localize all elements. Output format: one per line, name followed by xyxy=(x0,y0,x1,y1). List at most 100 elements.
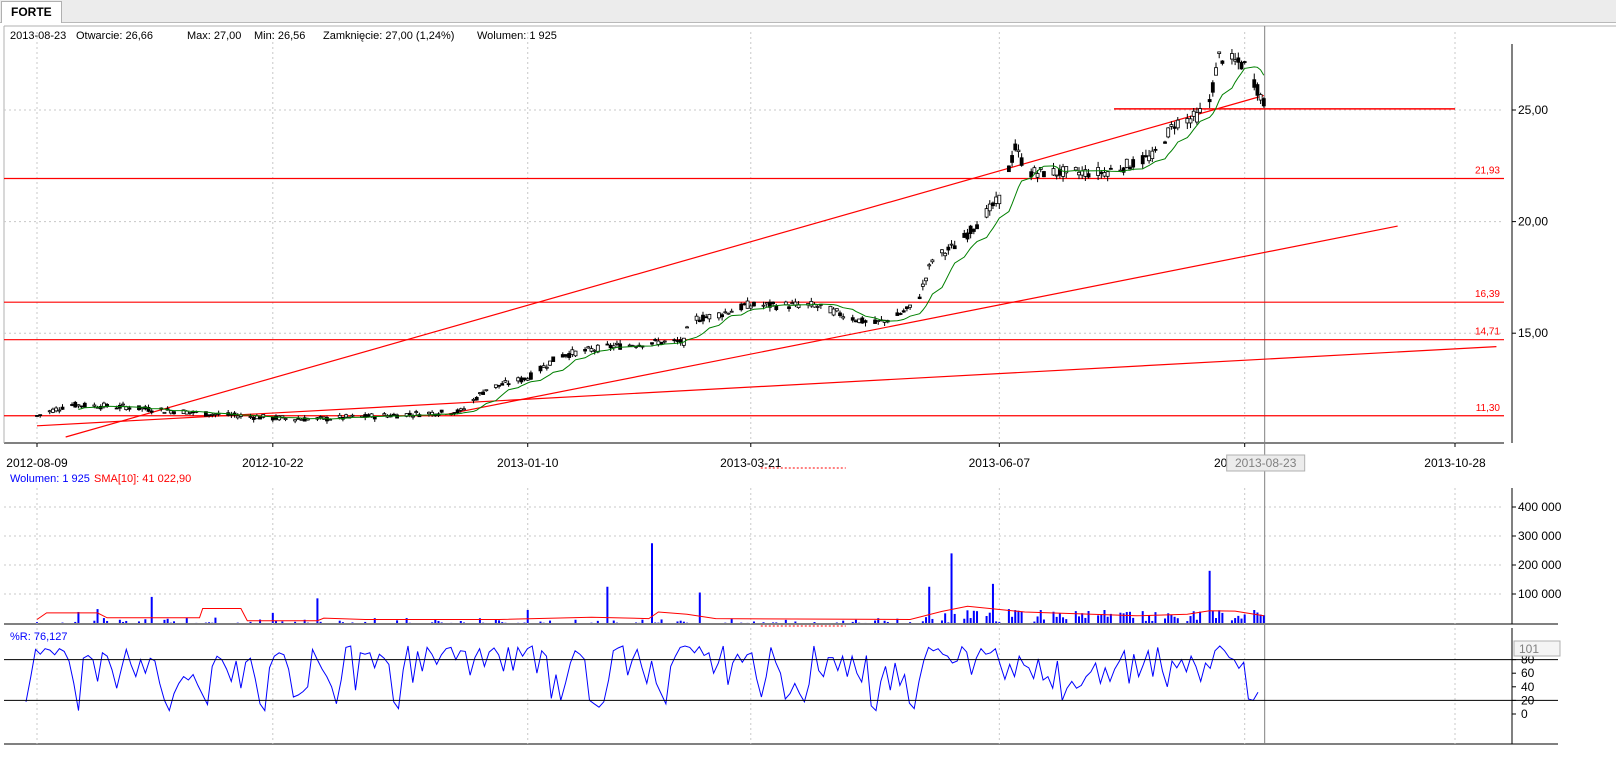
candle-body xyxy=(35,415,39,417)
candle-body xyxy=(608,344,613,349)
candle-body xyxy=(1207,99,1212,103)
candle-body xyxy=(146,406,151,412)
candle-body xyxy=(627,344,632,347)
candle-body xyxy=(407,412,412,416)
tab-forte[interactable]: FORTE xyxy=(1,1,62,23)
candle-body xyxy=(1230,53,1234,60)
candle-body xyxy=(1073,167,1078,171)
candle-body xyxy=(277,415,282,421)
candle-body xyxy=(73,401,78,408)
candle-body xyxy=(611,345,616,349)
candle-body xyxy=(1013,143,1018,151)
candle-body xyxy=(82,402,87,408)
candle-body xyxy=(860,317,865,324)
candle-body xyxy=(1255,84,1260,96)
info-volume: Wolumen: 1 925 xyxy=(477,30,557,42)
candle-body xyxy=(548,360,552,366)
candle-body xyxy=(1083,169,1088,177)
candle-body xyxy=(656,340,661,345)
candle-body xyxy=(745,300,750,309)
candle-body xyxy=(210,413,215,416)
candle-body xyxy=(525,378,530,381)
candle-body xyxy=(560,354,565,358)
candle-body xyxy=(127,407,132,410)
williams-line xyxy=(25,645,1259,713)
candle-body xyxy=(1214,67,1218,76)
candle-body xyxy=(149,410,154,413)
candle-body xyxy=(675,340,680,342)
level-label: 16,39 xyxy=(1475,289,1500,300)
candle-body xyxy=(1029,171,1034,178)
candle-body xyxy=(1131,159,1136,168)
candle-body xyxy=(968,225,973,234)
candle-body xyxy=(1016,149,1021,153)
candle-body xyxy=(541,365,546,368)
candle-body xyxy=(1019,157,1024,166)
candle-body xyxy=(685,326,689,329)
volume-bars xyxy=(36,543,1265,623)
trendline xyxy=(444,225,1398,416)
candle-body xyxy=(1166,127,1171,138)
candle-body xyxy=(1217,51,1222,54)
candle-body xyxy=(474,396,479,401)
candle-body xyxy=(1054,174,1059,177)
trendlines xyxy=(36,94,1497,438)
candle-body xyxy=(707,314,712,320)
info-min: Min: 26,56 xyxy=(254,30,305,42)
candle-body xyxy=(952,245,957,250)
candle-body xyxy=(207,414,211,417)
candle-body xyxy=(270,416,275,421)
candle-body xyxy=(121,403,125,406)
candle-body xyxy=(809,301,814,307)
candle-body xyxy=(694,315,699,321)
williams-tick-label: 40 xyxy=(1521,680,1535,694)
williams-badge xyxy=(1513,640,1561,657)
candle-body xyxy=(1185,118,1190,124)
candle-body xyxy=(544,366,549,369)
chart-area[interactable]: 21,93 16,39 14,71 11,30 25,00 20,00 15,00 2012-… xyxy=(0,22,1616,768)
candle-body xyxy=(984,208,989,218)
candle-body xyxy=(522,377,527,381)
horizontal-levels xyxy=(4,108,1504,417)
candle-body xyxy=(895,312,900,316)
level-label: 14,71 xyxy=(1475,327,1500,338)
grid xyxy=(4,26,1516,744)
candle-body xyxy=(500,383,505,386)
candle-body xyxy=(924,277,928,282)
candle-body xyxy=(114,407,119,410)
candle-body xyxy=(235,415,240,419)
candle-body xyxy=(774,306,779,311)
candle-body xyxy=(1163,141,1167,144)
candle-body xyxy=(761,304,766,307)
williams-label: %R: 76,127 xyxy=(10,631,67,643)
candle-body xyxy=(920,283,925,287)
candle-body xyxy=(79,405,84,408)
candle-body xyxy=(455,409,460,414)
candle-body xyxy=(850,317,855,321)
candle-body xyxy=(497,384,501,387)
candle-body xyxy=(478,392,482,395)
price-tick-label: 25,00 xyxy=(1518,103,1548,117)
candle-body xyxy=(908,304,913,308)
candle-body xyxy=(742,303,747,306)
candle-body xyxy=(991,202,995,207)
cursor-date-label: 2013-08-23 xyxy=(1235,456,1297,470)
candle-body xyxy=(1233,59,1238,62)
candle-body xyxy=(462,408,466,411)
candle-body xyxy=(650,342,654,345)
candle-body xyxy=(162,411,167,414)
candle-body xyxy=(296,417,301,420)
candle-body xyxy=(615,342,619,345)
info-bar: 2013-08-23 Otwarcie: 26,66 Max: 27,00 Mi… xyxy=(10,30,557,42)
candle-body xyxy=(427,411,431,415)
volume-tick-label: 300 000 xyxy=(1518,529,1562,543)
candle-body xyxy=(38,414,43,417)
candle-body xyxy=(503,380,508,383)
candle-body xyxy=(1128,166,1132,170)
candle-body xyxy=(293,419,298,422)
candle-body xyxy=(47,410,52,413)
candle-body xyxy=(949,243,954,246)
candle-body xyxy=(1242,61,1247,63)
volume-tick-label: 100 000 xyxy=(1518,587,1562,601)
candle-body xyxy=(1210,82,1215,93)
